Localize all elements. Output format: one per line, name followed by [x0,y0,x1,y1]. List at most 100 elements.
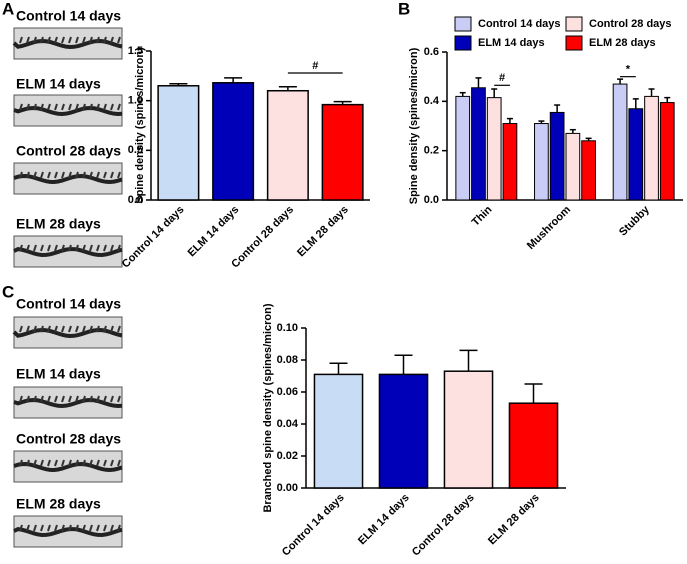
spine [75,325,79,333]
spine [47,325,51,333]
image-label: ELM 14 days [16,366,101,382]
legend-swatch [454,35,472,51]
spine [82,36,86,44]
spine [68,244,72,252]
spine [40,459,44,467]
y-tick-label: 1.5 [128,45,143,57]
bar [157,85,200,201]
spine [89,395,93,403]
spine [75,36,79,44]
y-tick-label: 0.06 [277,386,298,398]
spine [19,36,23,44]
spine [40,325,44,333]
x-tick-label: Thin [470,203,495,228]
spine [33,459,37,467]
x-tick-label: Control 14 days [120,204,187,271]
annotation: * [626,64,631,76]
dendrite [13,174,123,184]
spine [110,103,114,111]
y-tick-label: 0.00 [277,482,298,494]
spine [19,459,23,467]
x-tick-label: ELM 28 days [295,204,351,260]
micrograph [13,515,123,548]
spine [54,244,58,252]
spine [110,524,114,532]
spine [110,325,114,333]
spine [61,524,65,532]
spine [40,36,44,44]
bar [313,373,364,489]
x-tick-label: ELM 14 days [356,492,412,548]
spine [61,395,65,403]
spine [117,459,121,467]
image-label: ELM 14 days [16,76,101,92]
y-tick-label: 0.4 [424,95,440,107]
spine [61,459,65,467]
spine [40,244,44,252]
spine [96,36,100,44]
y-tick-label: 0.02 [277,450,298,462]
y-tick-label: 0.10 [277,322,298,334]
spine [68,36,72,44]
legend-swatch [454,16,472,32]
spine [26,103,30,111]
spine [61,244,65,252]
spine [26,244,30,252]
x-tick-label: Control 28 days [410,492,477,559]
spine [54,103,58,111]
spine [110,459,114,467]
spine [75,459,79,467]
spine [61,103,65,111]
spine [89,325,93,333]
spine [19,244,23,252]
spine [89,171,93,179]
legend-label: ELM 28 days [589,37,656,49]
bar [628,108,644,201]
spine [96,524,100,532]
spine [33,524,37,532]
x-tick-label: Stubby [617,203,652,238]
spine [54,171,58,179]
spine [82,103,86,111]
spine [103,524,107,532]
dendrite [13,462,123,472]
image-label: ELM 28 days [16,216,101,232]
spine [26,524,30,532]
y-tick-label: 0.2 [424,145,439,157]
y-tick-label: 0.0 [424,194,439,206]
spine [75,103,79,111]
bar [508,402,559,489]
spine [47,244,51,252]
y-tick-label: 0.6 [424,46,439,58]
spine [54,524,58,532]
y-tick-label: 0.04 [277,418,299,430]
dendrite [13,527,123,537]
spine [61,36,65,44]
bar [455,95,471,201]
spine [68,459,72,467]
bar [612,83,628,201]
spine [110,36,114,44]
bar [443,370,494,489]
spine [75,524,79,532]
spine [82,171,86,179]
y-axis-label: Branched spine density (spines/micron) [262,303,274,512]
spine [96,103,100,111]
spine [96,459,100,467]
bar [659,102,675,201]
spine [47,171,51,179]
spine [89,524,93,532]
spine [68,171,72,179]
spine [40,524,44,532]
spine [61,325,65,333]
image-label: Control 14 days [16,296,121,312]
y-tick-label: 0.08 [277,354,298,366]
panel-label: C [2,282,14,301]
spine [89,459,93,467]
spine [117,36,121,44]
bar [212,82,255,201]
bar [565,132,581,201]
spine [82,244,86,252]
dendrite [13,105,123,117]
spine [75,244,79,252]
